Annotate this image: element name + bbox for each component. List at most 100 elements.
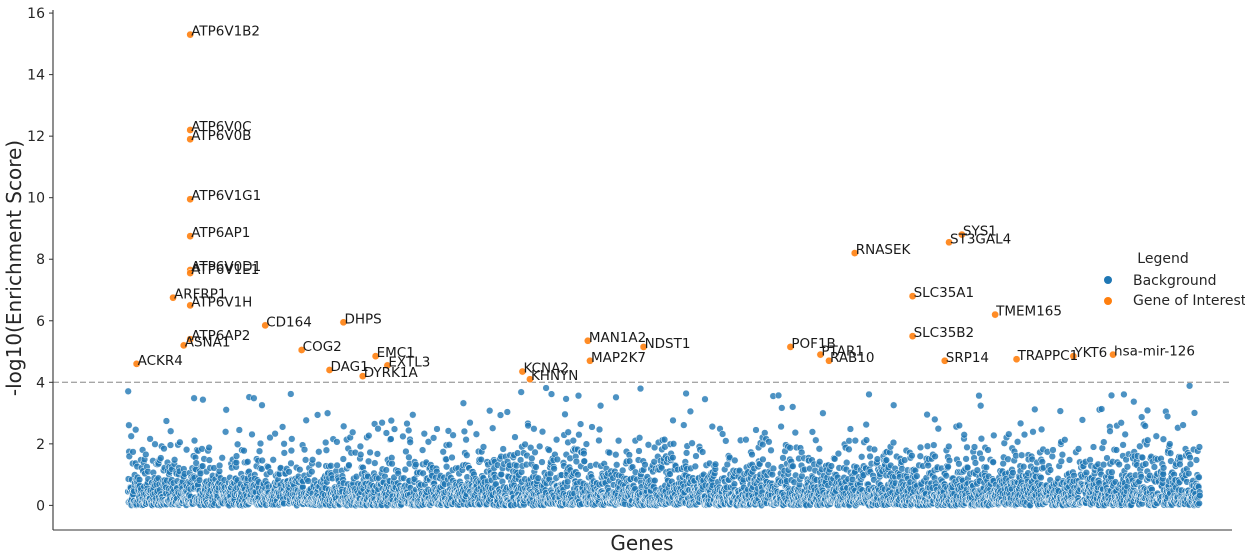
background-point xyxy=(834,449,843,458)
background-point xyxy=(285,468,293,476)
background-point xyxy=(192,459,200,467)
background-point xyxy=(1186,460,1195,468)
background-point xyxy=(302,416,310,424)
background-point xyxy=(399,432,407,441)
background-point xyxy=(287,390,295,398)
background-point xyxy=(1013,438,1022,446)
background-point xyxy=(930,441,938,449)
background-point xyxy=(682,389,690,398)
background-point xyxy=(466,419,474,427)
background-point xyxy=(1141,422,1149,430)
background-point xyxy=(405,426,413,435)
background-point xyxy=(182,446,191,454)
background-point xyxy=(1163,412,1172,421)
background-point xyxy=(157,454,165,462)
background-point xyxy=(406,438,414,446)
background-point xyxy=(288,435,296,443)
background-point xyxy=(913,472,921,480)
background-point xyxy=(1019,463,1028,471)
background-point xyxy=(561,410,569,418)
background-point xyxy=(1192,456,1201,464)
background-point xyxy=(1130,398,1138,406)
background-point xyxy=(552,436,561,444)
background-point xyxy=(923,442,932,450)
background-point xyxy=(196,469,205,478)
background-point xyxy=(528,454,536,463)
background-point xyxy=(378,419,386,427)
background-point xyxy=(819,409,827,417)
background-point xyxy=(945,442,953,451)
background-point xyxy=(215,461,224,470)
background-point xyxy=(233,440,242,448)
background-point xyxy=(977,402,985,410)
background-point xyxy=(962,455,970,463)
background-point xyxy=(356,442,365,451)
background-point xyxy=(1086,456,1094,464)
background-point xyxy=(222,406,230,414)
background-point xyxy=(256,439,265,448)
background-point xyxy=(1108,468,1116,476)
background-point xyxy=(545,446,553,454)
background-point xyxy=(789,462,797,470)
background-point xyxy=(1018,451,1026,459)
background-point xyxy=(1115,460,1123,469)
background-point xyxy=(989,458,997,466)
background-point xyxy=(789,403,797,411)
background-point xyxy=(280,440,288,448)
background-point xyxy=(439,448,447,456)
background-point xyxy=(1195,499,1203,508)
background-point xyxy=(990,431,998,440)
background-point xyxy=(1159,435,1168,443)
background-point xyxy=(1119,441,1127,449)
background-point xyxy=(651,476,659,485)
background-point xyxy=(1185,382,1194,390)
background-point xyxy=(532,463,540,471)
background-point xyxy=(218,454,226,462)
background-point xyxy=(605,449,614,457)
background-point xyxy=(419,469,427,477)
background-point xyxy=(612,451,620,459)
background-point xyxy=(269,456,277,464)
background-point xyxy=(815,445,823,453)
background-point xyxy=(768,470,776,479)
background-point xyxy=(388,460,396,468)
background-point xyxy=(686,407,695,416)
background-point xyxy=(371,459,379,467)
background-point xyxy=(327,462,335,470)
background-point xyxy=(449,431,457,439)
background-point xyxy=(271,430,279,438)
background-point xyxy=(1150,463,1159,471)
background-point xyxy=(843,458,851,467)
background-point xyxy=(1138,413,1146,421)
background-point xyxy=(459,399,468,407)
background-point xyxy=(934,425,942,433)
background-point xyxy=(1144,436,1152,444)
background-point xyxy=(429,434,438,442)
background-point xyxy=(315,448,323,456)
background-point xyxy=(132,426,140,434)
background-point xyxy=(595,436,603,445)
background-point xyxy=(1117,419,1125,427)
background-point xyxy=(547,390,556,398)
background-point xyxy=(497,470,505,479)
background-point xyxy=(1121,430,1129,439)
background-point xyxy=(442,463,451,471)
background-point xyxy=(669,416,677,425)
background-point xyxy=(680,421,688,429)
background-point xyxy=(786,444,794,452)
background-point xyxy=(444,427,453,435)
background-point xyxy=(580,457,588,465)
background-point xyxy=(595,425,604,434)
background-point xyxy=(280,449,288,457)
background-point xyxy=(333,461,341,470)
background-point xyxy=(625,451,633,459)
background-point xyxy=(387,416,395,425)
background-point xyxy=(1190,409,1199,417)
background-point xyxy=(349,428,357,436)
background-point xyxy=(250,394,258,402)
background-point xyxy=(644,441,653,449)
background-point xyxy=(1166,440,1174,448)
background-point xyxy=(339,455,347,463)
background-point xyxy=(765,438,773,446)
background-point xyxy=(614,437,623,445)
